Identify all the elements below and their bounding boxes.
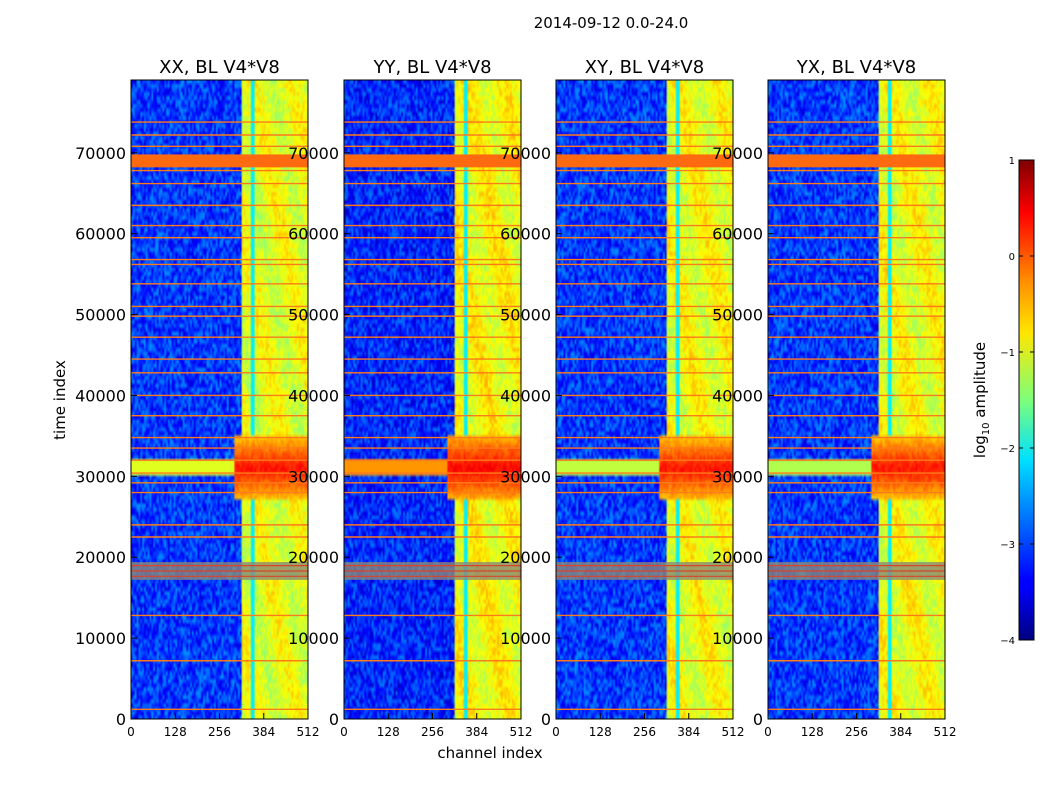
y-tick-label: 20000 [75,548,126,567]
y-tick-label: 50000 [288,306,339,325]
y-tick-label: 70000 [75,144,126,163]
x-tick-label: 128 [377,725,400,739]
heatmap-panel: YX, BL V4*V8 0 128 256 384 512 0 10000 20000 3000… [712,57,956,739]
y-tick-label: 10000 [288,629,339,648]
x-tick-label: 0 [552,725,560,739]
y-tick-label: 0 [329,710,339,729]
colorbar-label: log10 amplitude [971,342,992,458]
heatmap-panel: YY, BL V4*V8 0 128 256 384 512 0 10000 20000 3000… [288,57,532,739]
x-tick-label: 384 [465,725,488,739]
colorbar-tick-label: −4 [1000,636,1015,647]
x-tick-label: 128 [164,725,187,739]
y-tick-label: 70000 [712,144,763,163]
colorbar-tick-label: −1 [1000,348,1015,359]
y-tick-label: 10000 [75,629,126,648]
y-tick-label: 20000 [712,548,763,567]
y-tick-label: 60000 [75,225,126,244]
panel-title: XX, BL V4*V8 [159,57,280,78]
flagged-block [556,154,733,168]
x-tick-label: 0 [764,725,772,739]
y-tick-label: 40000 [500,386,551,405]
panel-title: XY, BL V4*V8 [585,57,704,78]
y-axis-label: time index [51,360,69,440]
y-tick-label: 10000 [712,629,763,648]
y-tick-label: 0 [753,710,763,729]
colorbar-tick-label: −3 [1000,540,1015,551]
x-tick-label: 384 [252,725,275,739]
y-tick-label: 40000 [288,386,339,405]
x-tick-label: 512 [722,725,745,739]
y-tick-label: 60000 [500,225,551,244]
figure-suptitle: 2014-09-12 0.0-24.0 [534,14,689,32]
y-tick-label: 30000 [288,467,339,486]
y-tick-label: 60000 [712,225,763,244]
heatmap-raster [768,80,945,719]
x-tick-label: 256 [421,725,444,739]
x-tick-label: 256 [633,725,656,739]
y-tick-label: 30000 [75,467,126,486]
colorbar: −4 −3 −2 −1 0 1 log10 amplitude [971,156,1035,647]
y-tick-label: 40000 [75,386,126,405]
flagged-block [768,154,945,168]
colorbar-tick-label: −2 [1000,444,1015,455]
x-tick-label: 0 [340,725,348,739]
x-tick-label: 512 [297,725,320,739]
x-tick-label: 512 [934,725,957,739]
colorbar-ticks: −4 −3 −2 −1 0 1 [1000,156,1034,647]
x-tick-label: 384 [889,725,912,739]
x-tick-label: 256 [845,725,868,739]
heatmap-raster [344,80,521,719]
y-tick-label: 70000 [500,144,551,163]
x-tick-label: 384 [677,725,700,739]
y-tick-label: 60000 [288,225,339,244]
y-tick-label: 30000 [712,467,763,486]
heatmap-panel: XY, BL V4*V8 0 128 256 384 512 0 10000 20000 3000… [500,57,744,739]
x-tick-label: 0 [127,725,135,739]
y-tick-label: 70000 [288,144,339,163]
flagged-block [344,154,521,168]
colorbar-tick-label: 0 [1009,252,1015,263]
x-tick-label: 256 [208,725,231,739]
y-tick-label: 20000 [500,548,551,567]
y-tick-label: 50000 [75,306,126,325]
y-tick-label: 40000 [712,386,763,405]
colorbar-gradient [1018,159,1035,641]
panel-title: YX, BL V4*V8 [796,57,916,78]
heatmap-panels: XX, BL V4*V8 0 128 256 384 512 0 10000 20000 3000… [75,57,956,739]
x-tick-label: 512 [510,725,533,739]
y-tick-label: 0 [116,710,126,729]
y-tick-label: 50000 [500,306,551,325]
heatmap-panel: XX, BL V4*V8 0 128 256 384 512 0 10000 20000 3000… [75,57,319,739]
heatmap-raster [556,80,733,719]
y-tick-label: 20000 [288,548,339,567]
y-tick-label: 50000 [712,306,763,325]
flagged-block [131,154,308,168]
colorbar-tick-label: 1 [1009,156,1015,167]
y-tick-label: 10000 [500,629,551,648]
heatmap-raster [131,80,308,719]
x-axis-label: channel index [437,744,542,762]
panel-title: YY, BL V4*V8 [372,57,491,78]
x-tick-label: 128 [801,725,824,739]
y-tick-label: 30000 [500,467,551,486]
x-tick-label: 128 [589,725,612,739]
y-tick-label: 0 [541,710,551,729]
